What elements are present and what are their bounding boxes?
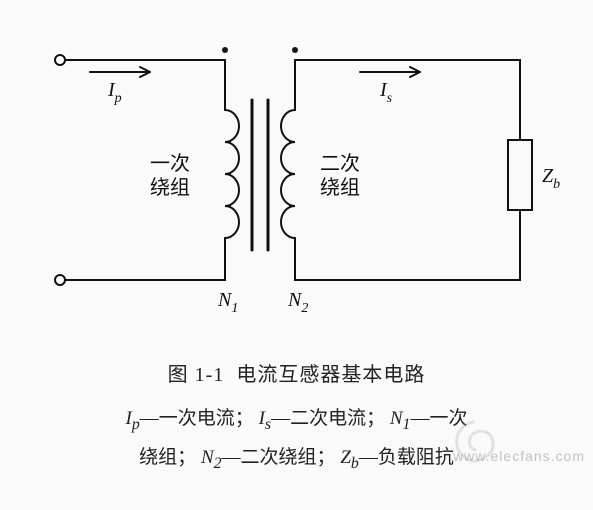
caption-prefix: 图 1-1 [168,364,225,386]
terminal-top-left [55,55,65,65]
secondary-coil [281,110,295,238]
primary-winding-label: 一次 绕组 [150,152,195,199]
watermark-text: www.elecfans.com [453,448,585,464]
wire-secondary-bottom [295,210,520,280]
figure-legend: Ip—一次电流； Is—二次电流； N1—一次 绕组； N2—二次绕组； Zb—… [0,401,593,479]
is-label: Is [379,79,393,106]
secondary-winding-label: 二次 绕组 [320,152,365,199]
circuit-svg: Ip Is 一次 绕组 二次 绕组 N1 N2 [0,0,593,340]
caption-text: 电流互感器基本电路 [236,364,425,386]
n2-label: N2 [287,289,308,316]
wire-primary-bottom [65,238,225,280]
polarity-dot-secondary [292,47,298,53]
ip-label: Ip [107,79,122,106]
watermark-swirl-icon [443,414,503,474]
page: Ip Is 一次 绕组 二次 绕组 N1 N2 [0,0,593,510]
primary-coil [225,110,239,238]
polarity-dot-primary [222,47,228,53]
load-impedance [508,140,532,210]
terminal-bottom-left [55,275,65,285]
figure-caption: 图 1-1 电流互感器基本电路 [0,358,593,387]
zb-label: Zb [542,165,560,192]
n1-label: N1 [217,289,238,316]
